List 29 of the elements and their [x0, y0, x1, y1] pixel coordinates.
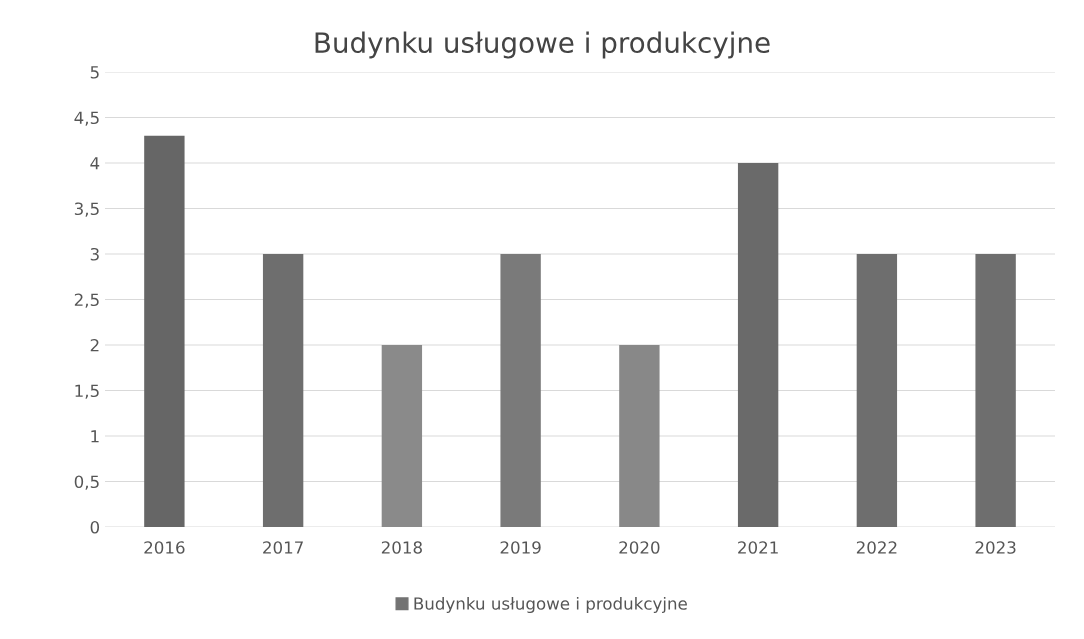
y-tick-label: 0,5 — [74, 475, 99, 490]
y-tick-label: 0 — [90, 520, 100, 534]
x-tick-label: 2021 — [738, 541, 778, 554]
y-tick-label: 2,5 — [74, 293, 99, 308]
y-tick-label: 4,5 — [74, 111, 99, 126]
bar — [381, 345, 423, 527]
y-tick-label: 5 — [90, 66, 99, 79]
bar — [975, 254, 1016, 527]
x-tick-label: 2017 — [263, 541, 303, 554]
x-tick-label: 2023 — [975, 541, 1016, 554]
bar — [856, 254, 898, 527]
x-tick-label: 2018 — [381, 541, 422, 554]
bar — [619, 345, 660, 527]
x-tick-label: 2020 — [619, 541, 660, 554]
x-tick-label: 2022 — [856, 541, 897, 554]
bar — [500, 254, 541, 527]
legend-label: Budynku usługowe i produkcyjne — [414, 596, 687, 614]
x-tick-label: 2016 — [144, 541, 185, 554]
chart-title: Budynku usługowe i produkcyjne — [315, 31, 770, 59]
x-tick-label: 2019 — [500, 541, 541, 554]
y-tick-label: 3 — [90, 247, 99, 261]
y-tick-label: 1 — [91, 430, 99, 443]
y-tick-label: 2 — [90, 338, 99, 352]
y-tick-label: 3,5 — [74, 202, 99, 217]
bar — [262, 254, 304, 527]
bar — [144, 135, 185, 527]
y-tick-label: 1,5 — [75, 384, 99, 399]
y-tick-label: 4 — [90, 157, 100, 170]
bar — [737, 163, 779, 527]
